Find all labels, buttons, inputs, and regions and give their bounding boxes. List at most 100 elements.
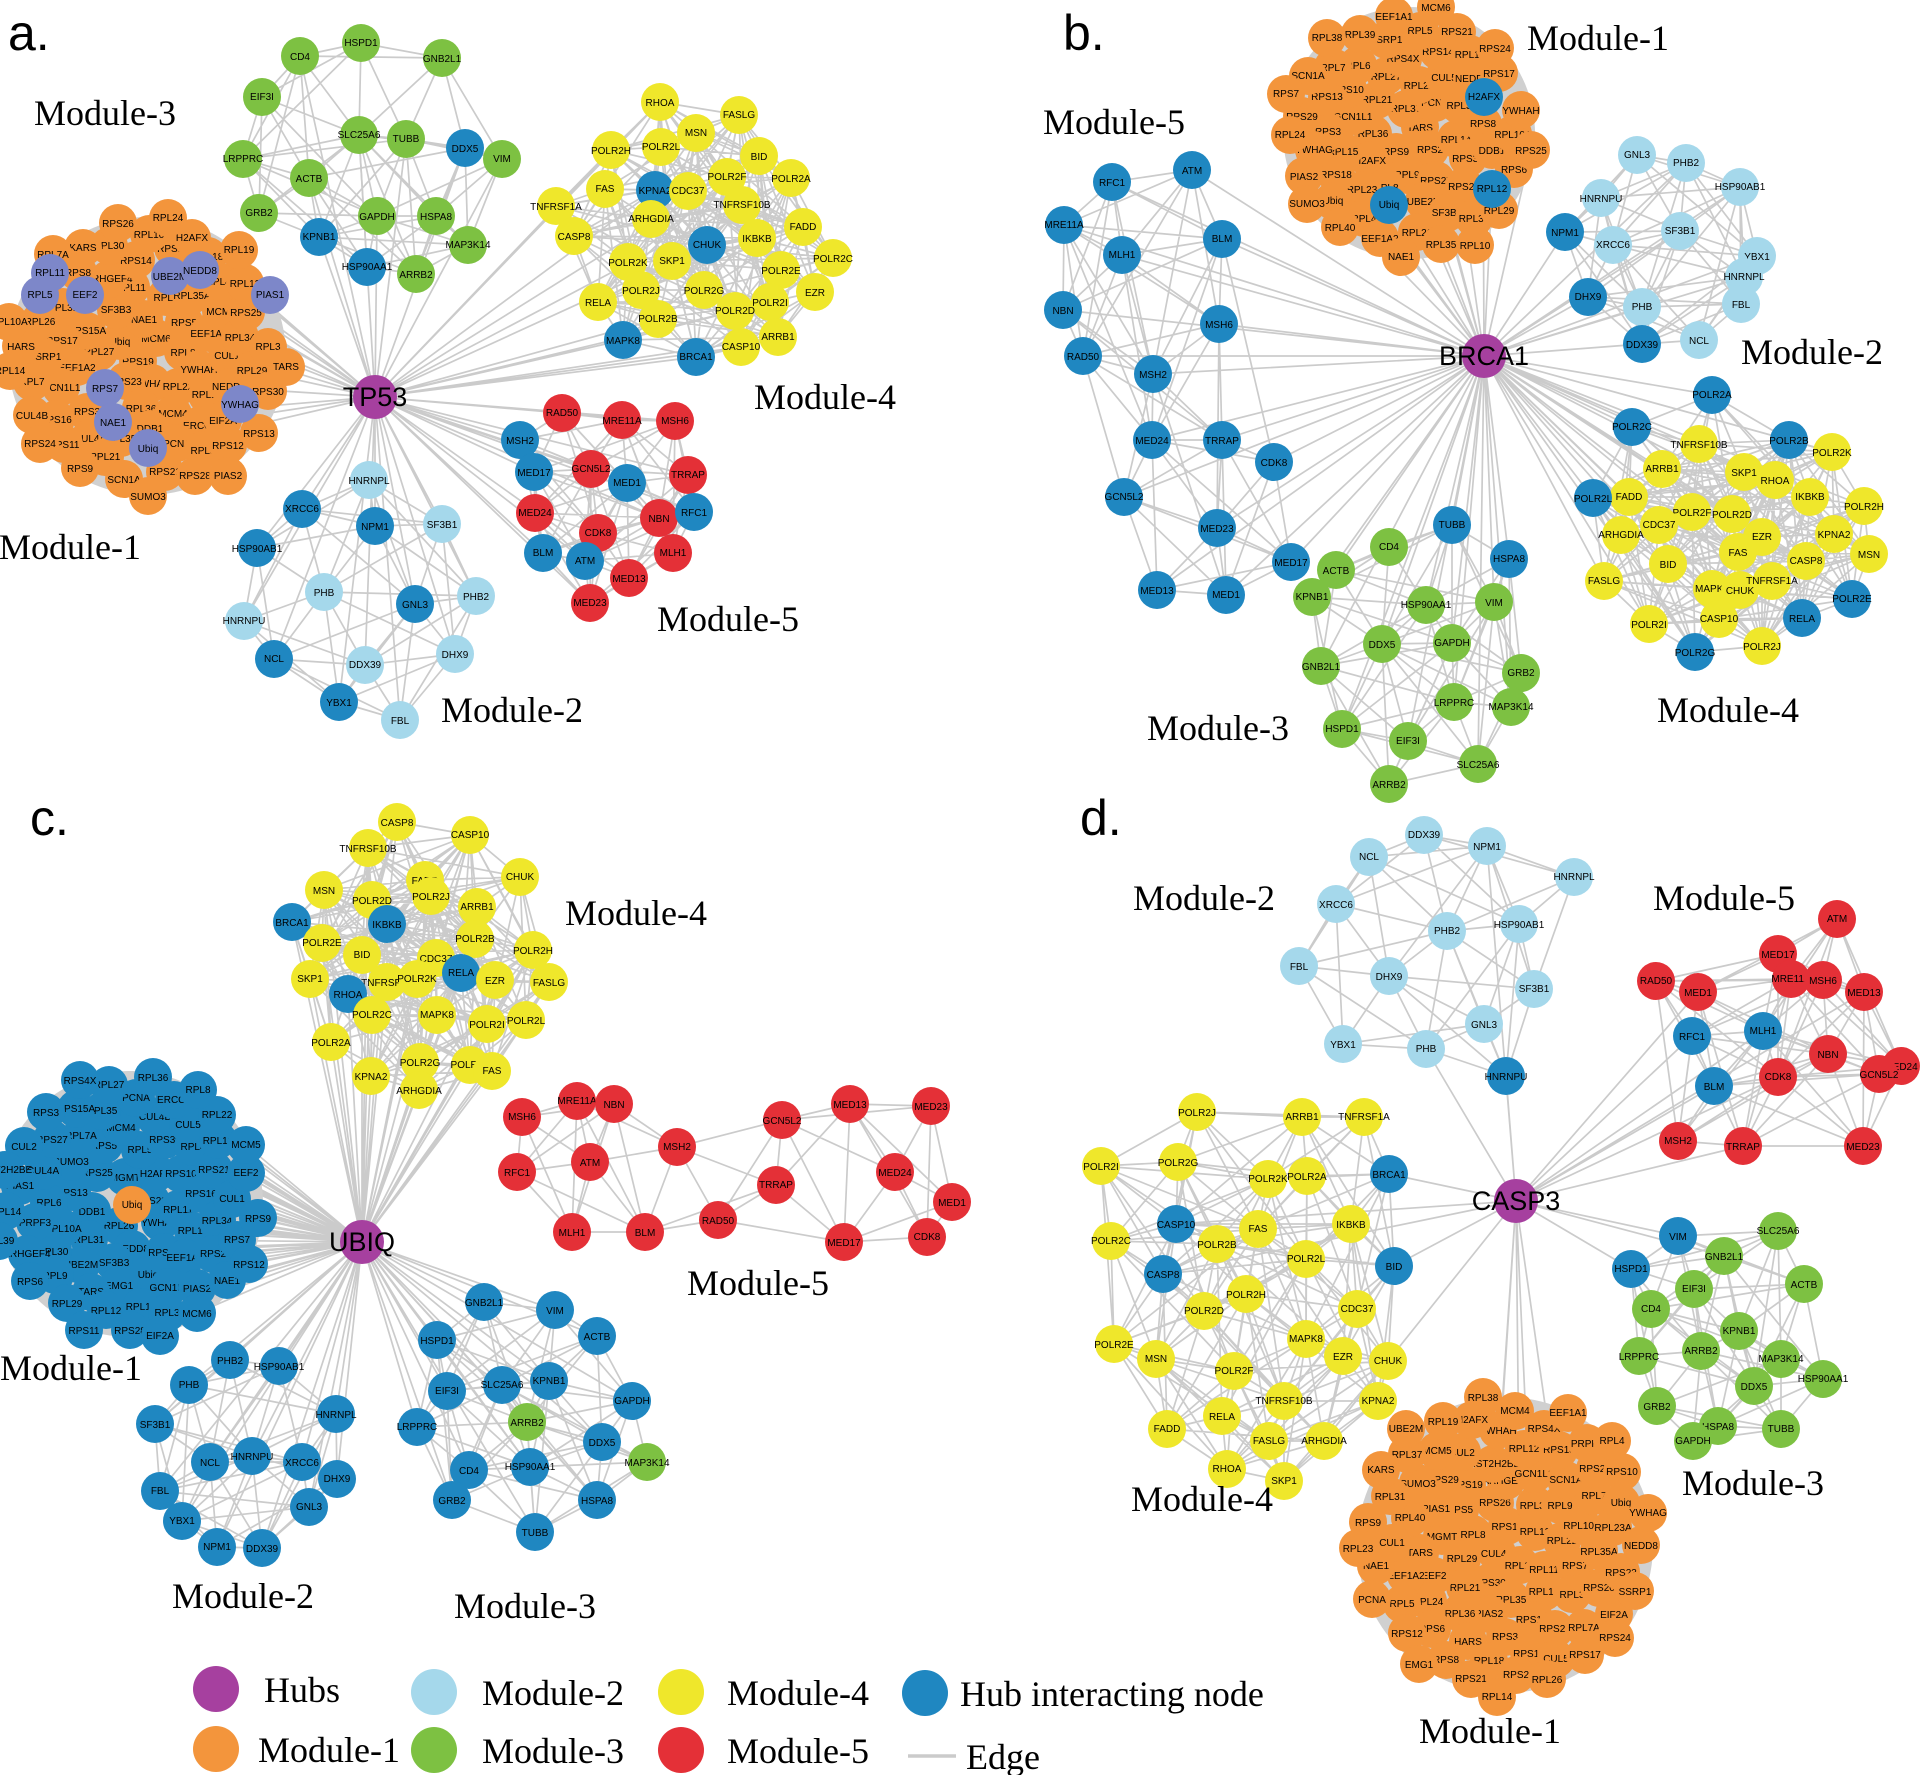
svg-text:MED13: MED13 [833, 1100, 867, 1111]
svg-text:TUBB: TUBB [1439, 520, 1466, 531]
svg-text:EEF1A1: EEF1A1 [1375, 12, 1413, 23]
svg-text:RPS21: RPS21 [1441, 27, 1473, 38]
svg-text:BRCA1: BRCA1 [275, 918, 309, 929]
svg-text:RPL22: RPL22 [1404, 81, 1435, 92]
svg-text:NAE1: NAE1 [100, 418, 127, 429]
svg-text:RPL40: RPL40 [1325, 223, 1356, 234]
svg-text:HSPD1: HSPD1 [344, 38, 378, 49]
svg-text:MED17: MED17 [1274, 558, 1308, 569]
svg-text:POLR2D: POLR2D [1184, 1306, 1224, 1317]
svg-text:TNFRSF1A: TNFRSF1A [1746, 576, 1798, 587]
svg-text:Ubiq: Ubiq [1611, 1498, 1632, 1509]
svg-text:Module-3: Module-3 [34, 93, 176, 133]
svg-text:RPS8: RPS8 [65, 268, 92, 279]
svg-text:RPL3: RPL3 [1446, 101, 1471, 112]
svg-text:GCN1L1: GCN1L1 [1334, 112, 1373, 123]
svg-text:VIM: VIM [1485, 598, 1503, 609]
svg-text:TP53: TP53 [343, 382, 408, 412]
svg-text:PHB: PHB [1632, 302, 1653, 313]
svg-text:KPNB1: KPNB1 [533, 1376, 566, 1387]
svg-text:VIM: VIM [1669, 1232, 1687, 1243]
svg-text:POLR2A: POLR2A [771, 174, 811, 185]
svg-text:RPS21: RPS21 [149, 467, 181, 478]
svg-text:NAE1: NAE1 [214, 1276, 241, 1287]
svg-text:RHOA: RHOA [1213, 1464, 1242, 1475]
svg-text:LRPPRC: LRPPRC [223, 154, 264, 165]
svg-text:BLM: BLM [1212, 234, 1233, 245]
svg-text:Module-1: Module-1 [0, 1348, 142, 1388]
svg-text:SUMO3: SUMO3 [130, 492, 166, 503]
svg-text:PIAS2: PIAS2 [1290, 172, 1319, 183]
svg-text:RPS19: RPS19 [1451, 1480, 1483, 1491]
svg-text:RPL13: RPL13 [230, 279, 261, 290]
svg-text:Ubiq: Ubiq [110, 337, 131, 348]
svg-text:RPL10: RPL10 [178, 1226, 209, 1237]
svg-text:CDK8: CDK8 [585, 528, 612, 539]
svg-text:HIST2H2BE: HIST2H2BE [1466, 1459, 1521, 1470]
svg-text:EIF2A: EIF2A [146, 1331, 174, 1342]
svg-text:Module-4: Module-4 [727, 1673, 869, 1713]
svg-text:RPL18: RPL18 [1474, 1656, 1505, 1667]
svg-text:MRE11A: MRE11A [602, 416, 642, 427]
svg-text:RPS27: RPS27 [1420, 176, 1452, 187]
svg-text:Module-1: Module-1 [1419, 1711, 1561, 1751]
svg-text:ACTB: ACTB [1791, 1280, 1818, 1291]
svg-text:SLC25A6: SLC25A6 [338, 130, 381, 141]
svg-text:RPL10A: RPL10A [1494, 130, 1532, 141]
svg-text:ERCC4: ERCC4 [183, 421, 217, 432]
svg-text:HSPA8: HSPA8 [420, 212, 452, 223]
svg-text:Module-5: Module-5 [687, 1263, 829, 1303]
svg-text:MED13: MED13 [612, 574, 646, 585]
svg-text:RPL5: RPL5 [27, 290, 52, 301]
svg-text:ARRB1: ARRB1 [761, 332, 795, 343]
svg-text:RPL38: RPL38 [1468, 1393, 1499, 1404]
svg-text:GRB2: GRB2 [438, 1496, 466, 1507]
svg-text:RPL36: RPL36 [138, 1073, 169, 1084]
svg-text:GCN5L2: GCN5L2 [1105, 492, 1144, 503]
svg-text:RPS7: RPS7 [92, 384, 119, 395]
svg-text:NPM1: NPM1 [1551, 228, 1579, 239]
svg-text:XRCC6: XRCC6 [285, 504, 319, 515]
svg-text:KPNA2: KPNA2 [639, 186, 672, 197]
svg-text:RPS3: RPS3 [33, 1108, 60, 1119]
svg-text:PIAS2: PIAS2 [214, 471, 243, 482]
svg-text:RPL6: RPL6 [153, 293, 178, 304]
svg-text:RPS17: RPS17 [1483, 69, 1515, 80]
svg-text:NAE1: NAE1 [1388, 252, 1415, 263]
svg-text:RPL3: RPL3 [1559, 1590, 1584, 1601]
svg-text:RPS11: RPS11 [1492, 1522, 1523, 1533]
svg-text:H2AFX: H2AFX [1354, 156, 1387, 167]
svg-text:RPL35: RPL35 [1426, 240, 1457, 251]
svg-text:NEDD8: NEDD8 [115, 1244, 149, 1255]
svg-text:FASLG: FASLG [1588, 576, 1620, 587]
svg-text:CHUK: CHUK [1374, 1356, 1403, 1367]
svg-text:PHB2: PHB2 [1673, 158, 1700, 169]
svg-text:NCL: NCL [200, 1458, 220, 1469]
svg-text:HSPA8: HSPA8 [1702, 1422, 1734, 1433]
svg-text:CUL2: CUL2 [1449, 1448, 1475, 1459]
svg-text:CUL4B: CUL4B [139, 1112, 172, 1123]
svg-text:RPS27: RPS27 [36, 1135, 68, 1146]
svg-text:RPL6: RPL6 [1345, 61, 1370, 72]
svg-text:POLR2F: POLR2F [708, 172, 747, 183]
svg-text:MED17: MED17 [827, 1238, 861, 1249]
svg-text:TUBB: TUBB [522, 1528, 549, 1539]
svg-text:RHOA: RHOA [1761, 476, 1790, 487]
svg-text:RPL21: RPL21 [1450, 1583, 1481, 1594]
svg-text:MSH2: MSH2 [1664, 1136, 1692, 1147]
svg-text:POLR2C: POLR2C [352, 1010, 392, 1021]
svg-text:RPS16: RPS16 [185, 1189, 217, 1200]
svg-text:RPL13: RPL13 [1520, 1527, 1551, 1538]
svg-text:RPS10: RPS10 [165, 1169, 197, 1180]
svg-text:HSP90AA1: HSP90AA1 [1798, 1374, 1849, 1385]
svg-text:KPNA2: KPNA2 [1818, 530, 1851, 541]
svg-text:RPS7: RPS7 [1562, 1561, 1589, 1572]
svg-text:PIAS1: PIAS1 [1422, 1504, 1451, 1515]
svg-text:MED23: MED23 [1200, 524, 1234, 535]
svg-text:IKBKB: IKBKB [742, 234, 772, 245]
svg-text:SSRP1: SSRP1 [1370, 35, 1403, 46]
svg-text:RPL29: RPL29 [52, 1299, 83, 1310]
svg-text:PCNA: PCNA [163, 439, 191, 450]
svg-text:ARHGEF4: ARHGEF4 [3, 1249, 51, 1260]
svg-text:RAD50: RAD50 [1067, 352, 1100, 363]
